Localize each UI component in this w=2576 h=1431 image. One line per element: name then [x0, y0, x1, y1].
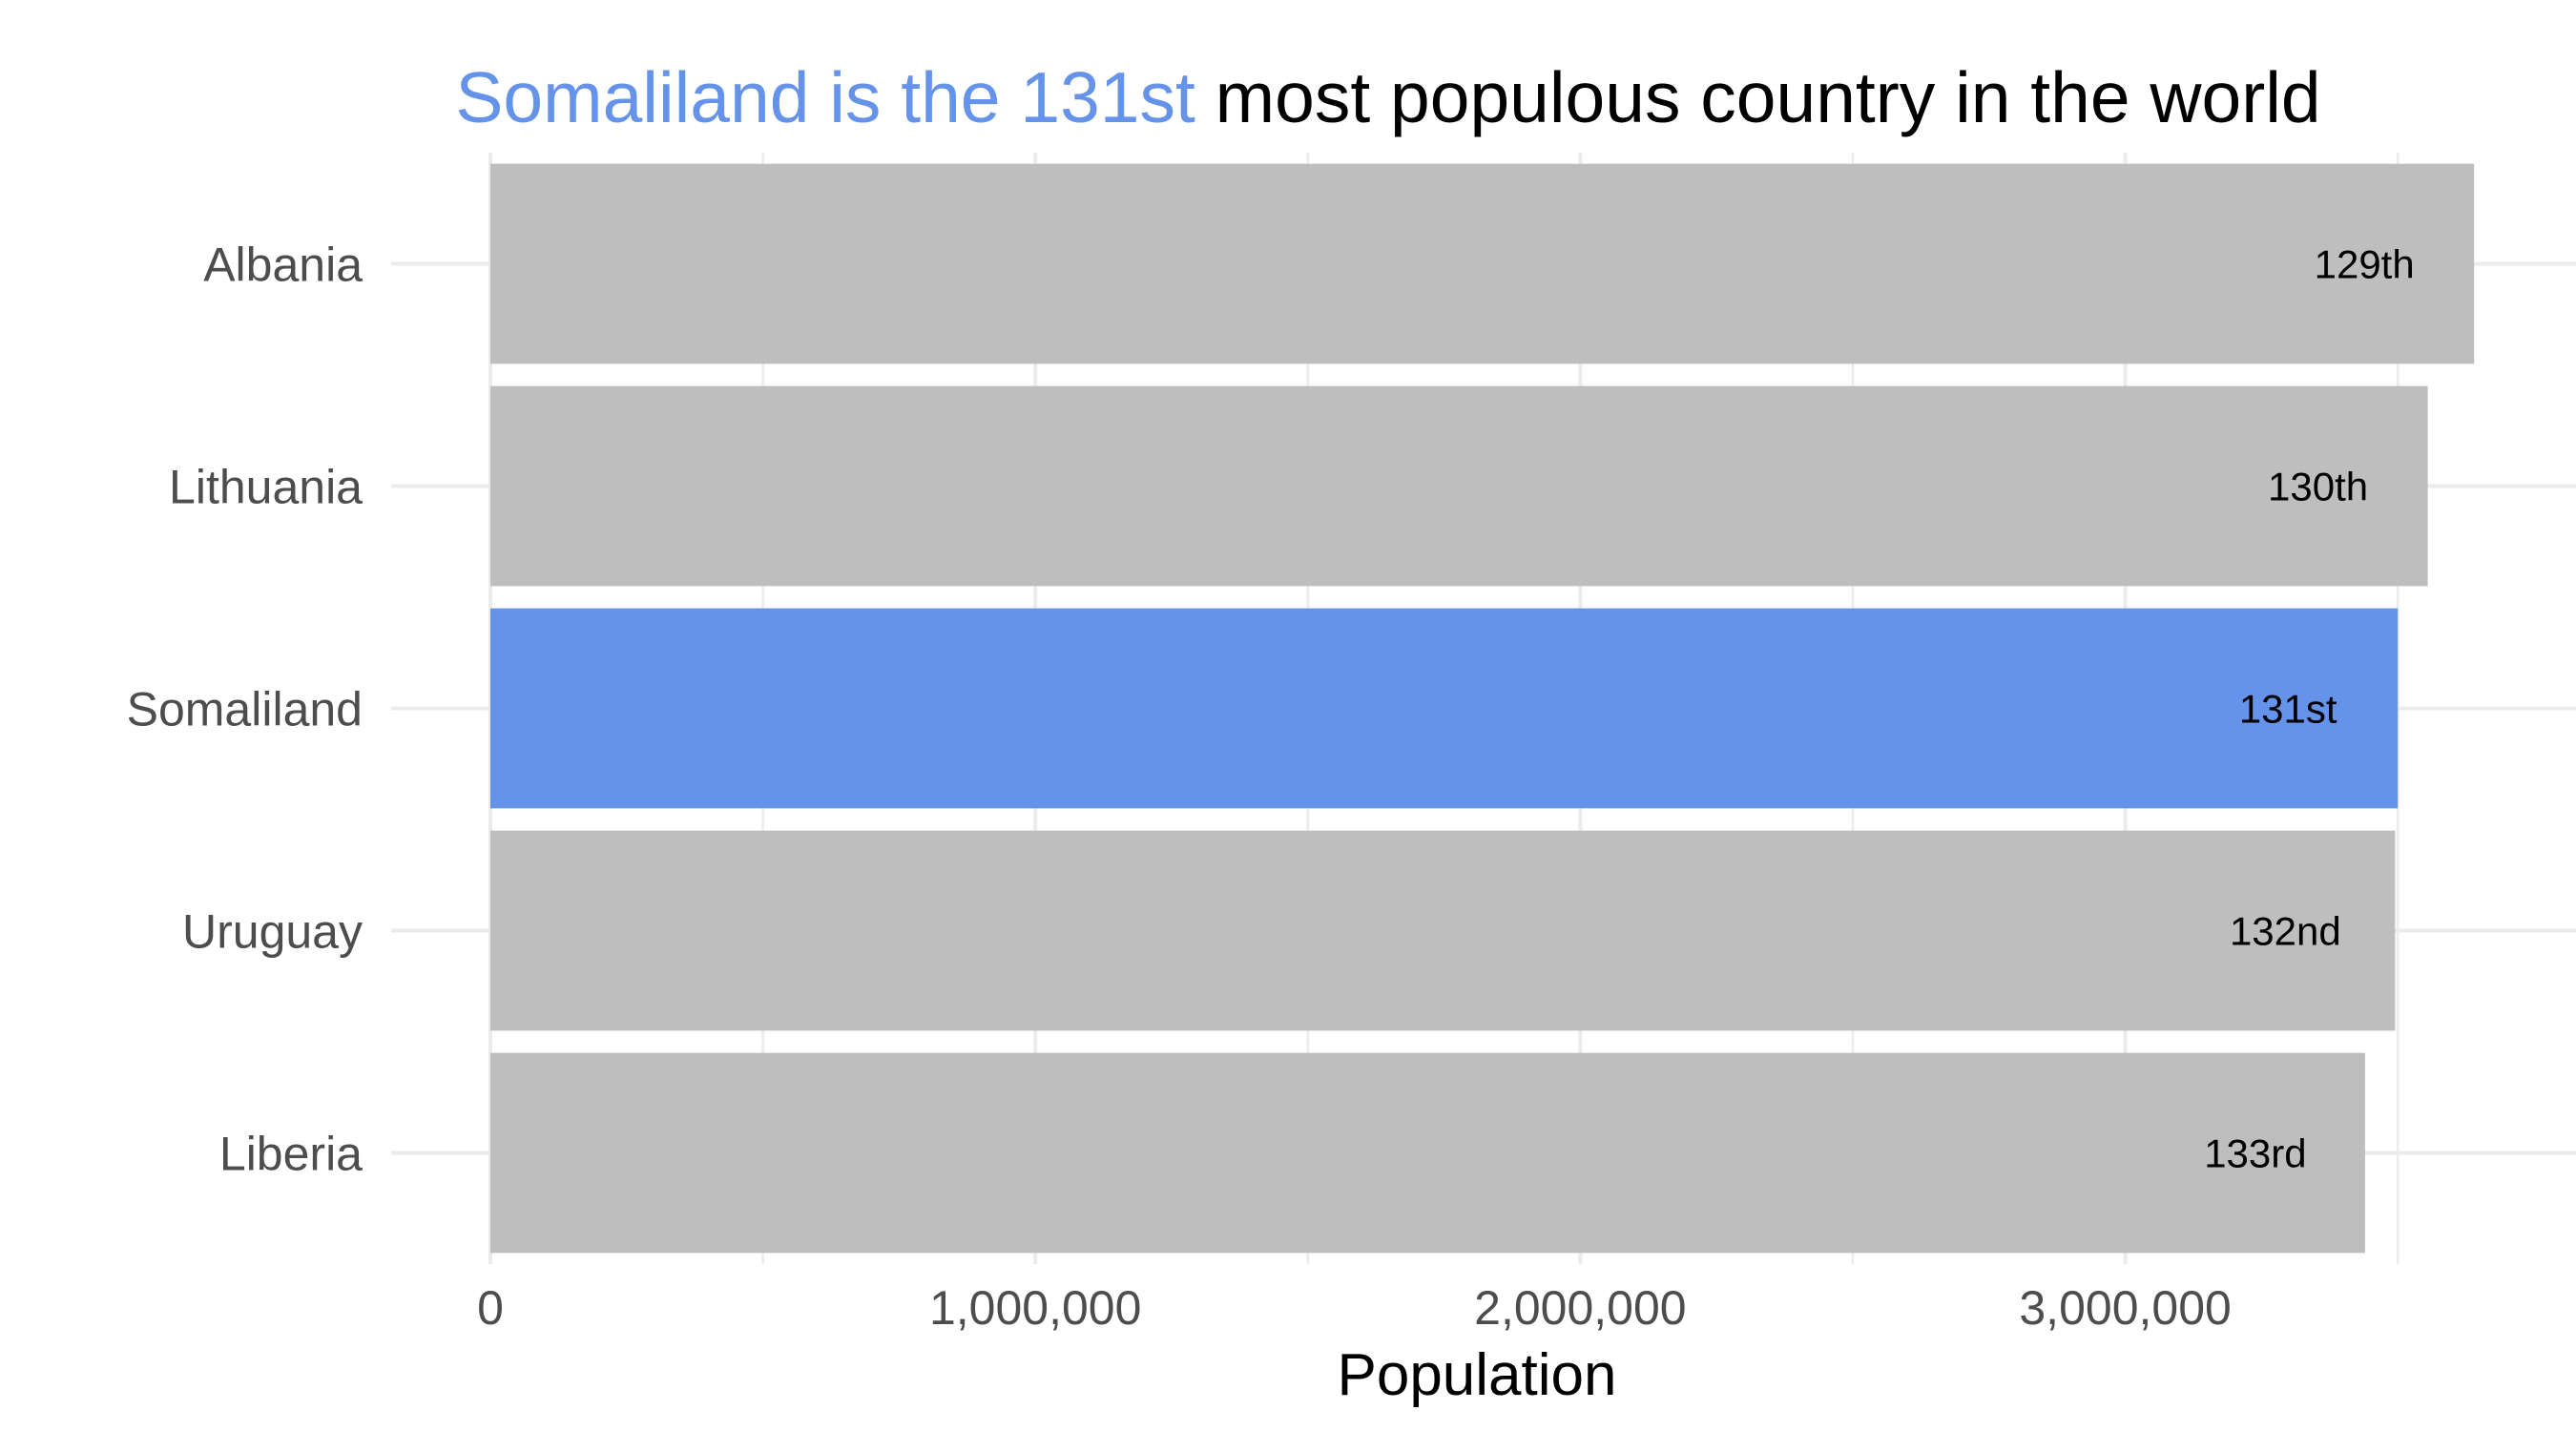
bar-albania: [490, 163, 2475, 364]
bar-uruguay: [490, 830, 2396, 1031]
category-label-uruguay: Uruguay: [182, 905, 363, 959]
bar-rank-label-liberia: 133rd: [2204, 1131, 2306, 1176]
bar-liberia: [490, 1052, 2365, 1254]
bars: [490, 163, 2475, 1254]
x-tick-label: 0: [477, 1281, 504, 1335]
bar-rank-labels: 129th 130th 131st 132nd 133rd: [2204, 242, 2415, 1176]
bar-rank-label-lithuania: 130th: [2268, 465, 2368, 509]
chart-title: Somaliland is the 131st most populous co…: [455, 57, 2320, 137]
bar-rank-label-uruguay: 132nd: [2230, 909, 2341, 954]
bar-lithuania: [490, 385, 2428, 587]
bar-rank-label-albania: 129th: [2315, 242, 2415, 287]
category-label-lithuania: Lithuania: [169, 461, 363, 514]
chart-title-highlight: Somaliland is the 131st: [455, 57, 1195, 137]
x-tick-label: 1,000,000: [929, 1281, 1141, 1335]
bar-somaliland: [490, 608, 2399, 809]
category-labels: Albania Lithuania Somaliland Uruguay Liberia: [127, 238, 364, 1181]
x-axis-title: Population: [1337, 1342, 1616, 1408]
x-tick-label: 2,000,000: [1474, 1281, 1686, 1335]
category-label-somaliland: Somaliland: [127, 683, 363, 736]
x-tick-labels: 0 1,000,000 2,000,000 3,000,000: [477, 1281, 2232, 1335]
x-tick-label: 3,000,000: [2019, 1281, 2231, 1335]
category-label-liberia: Liberia: [219, 1128, 363, 1181]
chart-title-rest: most populous country in the world: [1195, 57, 2321, 137]
bar-rank-label-somaliland: 131st: [2239, 687, 2337, 732]
category-label-albania: Albania: [203, 238, 363, 292]
